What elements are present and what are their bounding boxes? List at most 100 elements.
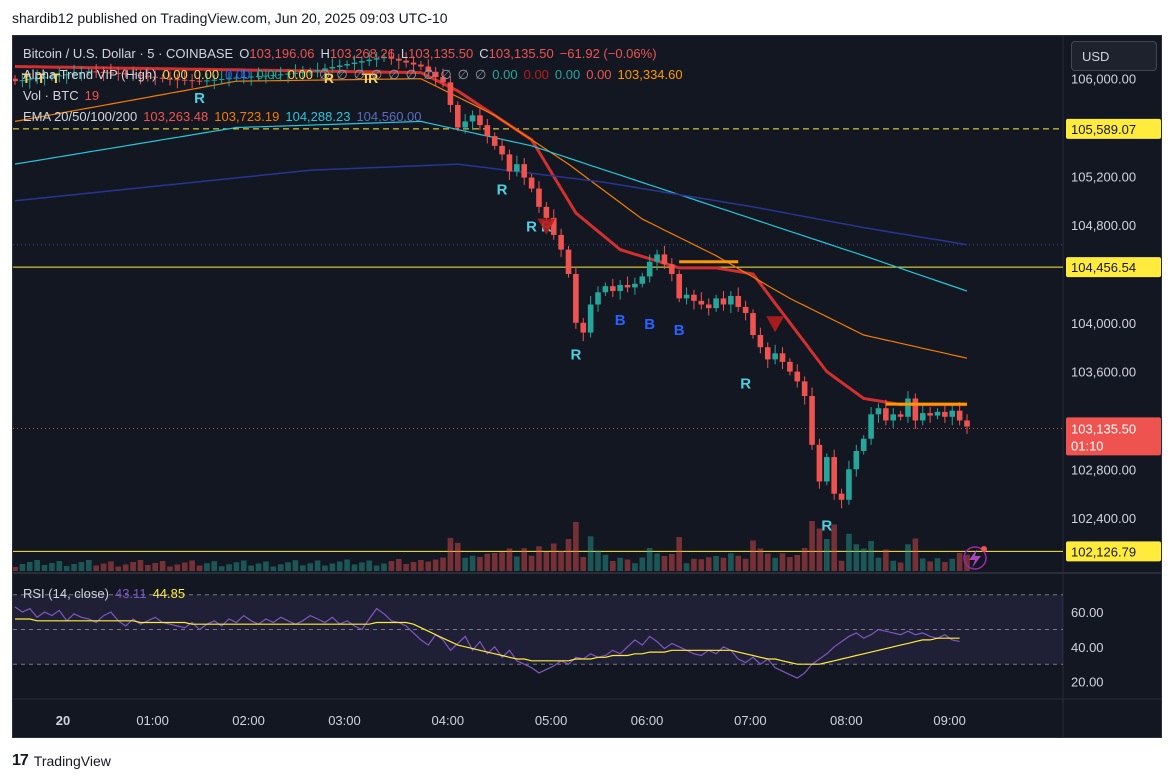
volume-bar <box>440 557 446 571</box>
volume-bar <box>359 562 365 571</box>
candle-body <box>19 80 26 82</box>
volume-bar <box>927 561 933 571</box>
volume-bar <box>646 548 653 571</box>
candle-body <box>705 304 712 309</box>
volume-bar <box>71 564 77 571</box>
tradingview-brand[interactable]: TradingView <box>33 753 111 769</box>
candle-body <box>418 64 424 67</box>
candle-body <box>196 80 203 82</box>
candle-body <box>218 78 225 80</box>
candle-body <box>735 295 742 307</box>
volume-bar <box>742 558 749 571</box>
vol-value: 19 <box>84 88 100 103</box>
volume-bar <box>942 562 948 571</box>
alpha-value: 0.00 <box>256 67 282 82</box>
tradingview-logo-icon[interactable]: 17 <box>12 752 29 769</box>
alpha-value: 0.00 <box>554 67 581 82</box>
volume-bar <box>425 561 432 571</box>
candle-body <box>550 217 557 235</box>
alpha-value: ∅ <box>405 67 417 82</box>
chart-canvas[interactable]: 106,000.00 105,200.00 104,800.00 104,000.00… <box>13 36 1162 738</box>
candle-body <box>108 72 114 74</box>
symbol-label[interactable]: Bitcoin / U.S. Dollar · 5 · COINBASE <box>23 46 234 61</box>
volume-bar <box>100 563 107 571</box>
candle-body <box>204 80 210 82</box>
ema50-value: 103,723.19 <box>214 109 280 124</box>
alpha-value: ∅ <box>353 67 365 82</box>
lightning-icon-bolt <box>969 549 981 568</box>
volume-bar <box>204 563 210 571</box>
candle-body <box>425 66 432 72</box>
rsi-label[interactable]: RSI (14, close) <box>23 586 109 601</box>
price-line-tag <box>1066 541 1161 562</box>
volume-bar <box>462 557 468 571</box>
candle-body <box>86 71 92 73</box>
volume-bar <box>735 555 742 571</box>
volume-bar <box>772 557 778 571</box>
price-line-label: 105,589.07 <box>1071 122 1136 137</box>
volume-bar <box>676 537 682 571</box>
ema-label[interactable]: EMA 20/50/100/200 <box>23 109 138 124</box>
volume-bar <box>897 562 904 571</box>
volume-bar <box>145 565 151 571</box>
chart-frame[interactable]: 106,000.00 105,200.00 104,800.00 104,000.00… <box>12 35 1162 738</box>
volume-bar <box>410 562 417 571</box>
time-tick-label: 07:00 <box>734 713 767 728</box>
volume-bar <box>750 540 756 571</box>
volume-bar <box>912 538 919 571</box>
alpha-marker-label: T <box>22 70 31 86</box>
volume-bar <box>919 558 926 571</box>
alpha-marker-label: T <box>52 70 61 86</box>
candle-body <box>956 410 963 421</box>
currency-button[interactable]: USD <box>1071 41 1157 71</box>
volume-bar <box>860 548 867 571</box>
candle-body <box>750 313 756 336</box>
candle-body <box>336 65 343 67</box>
candle-body <box>868 414 874 439</box>
alpha-value: 0.00 <box>523 67 549 82</box>
candle-body <box>115 72 122 74</box>
candle-body <box>13 78 18 82</box>
volume-bar <box>558 551 564 571</box>
signal-label: R <box>570 346 581 363</box>
volume-bar <box>277 564 284 571</box>
volume-bar <box>174 564 181 571</box>
candle-body <box>543 206 550 218</box>
sell-triangle-icon <box>766 316 785 333</box>
candle-body <box>122 73 129 75</box>
volume-bar <box>838 560 845 571</box>
vol-label[interactable]: Vol · BTC <box>23 88 79 103</box>
candle-body <box>757 335 764 348</box>
volume-bar <box>255 563 262 571</box>
alpha-value: ∅ <box>457 67 469 82</box>
candle-body <box>314 69 321 72</box>
volume-bar <box>240 560 247 571</box>
volume-bar <box>49 563 55 571</box>
price-tick-label: 106,000.00 <box>1071 72 1136 87</box>
volume-bar <box>506 548 513 571</box>
alpha-label[interactable]: Alpha Trend VIP (High) <box>23 67 157 82</box>
candle-body <box>181 79 188 81</box>
candle-body <box>93 71 99 73</box>
alpha-marker-label: T <box>362 70 371 86</box>
candle-body <box>521 164 528 178</box>
candle-body <box>617 284 623 292</box>
volume-bar <box>248 565 254 571</box>
alpha-value: ∅ <box>319 67 331 82</box>
time-tick-label: 05:00 <box>535 713 568 728</box>
candle-body <box>145 75 151 77</box>
candle-body <box>211 79 218 81</box>
candle-body <box>403 60 409 63</box>
volume-bar <box>263 561 269 571</box>
candle-body <box>816 444 823 482</box>
rsi-legend: RSI (14, close) 43.11 44.85 <box>23 586 191 601</box>
time-tick-label: 08:00 <box>830 713 863 728</box>
current-price-label: 103,135.50 <box>1071 421 1136 436</box>
volume-bar <box>167 566 173 571</box>
volume-bar <box>351 564 358 571</box>
candle-body <box>285 73 291 75</box>
candle-body <box>558 234 564 250</box>
volume-bar <box>587 536 594 571</box>
rsi-ma-line <box>15 618 960 665</box>
candle-body <box>934 411 941 416</box>
